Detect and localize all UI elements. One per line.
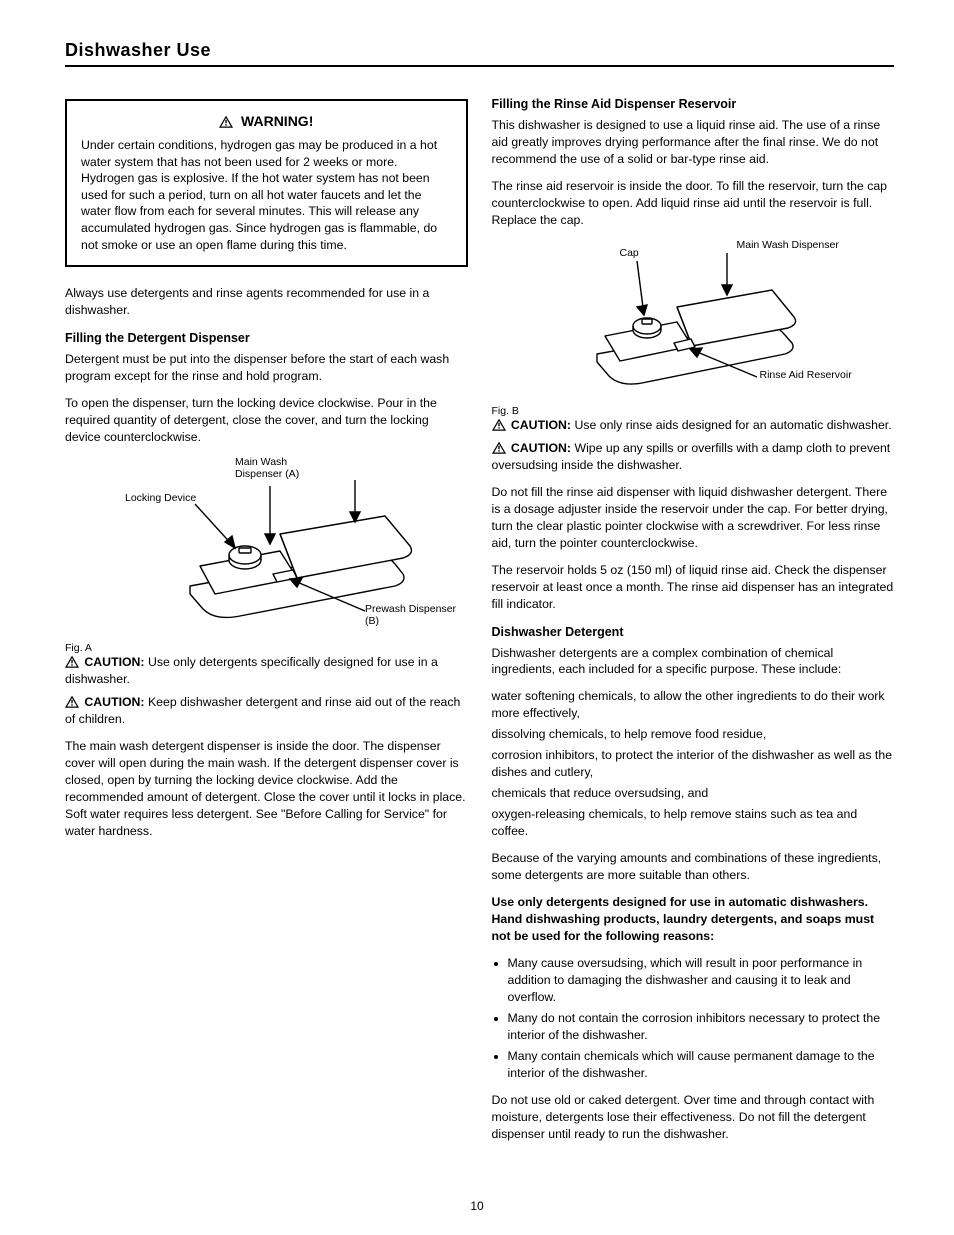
figure-b-labels: Cap Main Wash Dispenser Rinse Aid Reserv… <box>492 239 895 399</box>
label-rinse-reservoir: Rinse Aid Reservoir <box>760 369 880 381</box>
warning-icon <box>219 116 233 128</box>
s3-p3: Do not use old or caked detergent. Over … <box>492 1092 895 1143</box>
detergent-ingredients-list: water softening chemicals, to allow the … <box>492 688 895 840</box>
label-cap: Cap <box>620 247 639 259</box>
list-item: oxygen-releasing chemicals, to help remo… <box>492 806 895 840</box>
caution-icon <box>492 442 506 454</box>
list-item: corrosion inhibitors, to protect the int… <box>492 747 895 781</box>
list-item: chemicals that reduce oversudsing, and <box>492 785 895 802</box>
warning-body: Under certain conditions, hydrogen gas m… <box>81 137 452 253</box>
caution-detergent-only: CAUTION: Use only detergents specificall… <box>65 654 468 688</box>
figure-a-labels: Locking Device Main Wash Dispenser (A) P… <box>65 456 468 636</box>
section-heading-detergent-info: Dishwasher Detergent <box>492 625 895 639</box>
s1-p1: Detergent must be put into the dispenser… <box>65 351 468 385</box>
section-heading-detergent: Filling the Detergent Dispenser <box>65 331 468 345</box>
right-column: Filling the Rinse Aid Dispenser Reservoi… <box>492 81 895 1153</box>
list-item: Many contain chemicals which will cause … <box>508 1048 895 1082</box>
page-number: 10 <box>470 1199 483 1213</box>
list-item: dissolving chemicals, to help remove foo… <box>492 726 895 743</box>
label-prewash-dispenser: Prewash Dispenser (B) <box>365 603 465 627</box>
caution-rinse-aid-only: CAUTION: Use only rinse aids designed fo… <box>492 417 895 434</box>
figure-b: Cap Main Wash Dispenser Rinse Aid Reserv… <box>492 239 895 399</box>
label-locking-device: Locking Device <box>125 492 196 504</box>
section-heading-rinse-aid: Filling the Rinse Aid Dispenser Reservoi… <box>492 97 895 111</box>
caution-keep-away: CAUTION: Keep dishwasher detergent and r… <box>65 694 468 728</box>
s2-p2: The rinse aid reservoir is inside the do… <box>492 178 895 229</box>
label-main-dispenser-a: Main Wash Dispenser (A) <box>235 456 325 480</box>
list-item: Many cause oversudsing, which will resul… <box>508 955 895 1006</box>
caution-icon <box>65 656 79 668</box>
page-title: Dishwasher Use <box>65 40 894 61</box>
s3-p2: Because of the varying amounts and combi… <box>492 850 895 884</box>
warning-box: WARNING! Under certain conditions, hydro… <box>65 99 468 267</box>
intro-text: Always use detergents and rinse agents r… <box>65 285 468 319</box>
s2-p1: This dishwasher is designed to use a liq… <box>492 117 895 168</box>
page-header: Dishwasher Use <box>65 40 894 67</box>
s3-p1: Dishwasher detergents are a complex comb… <box>492 645 895 679</box>
s2-p4: The reservoir holds 5 oz (150 ml) of liq… <box>492 562 895 613</box>
figure-a-caption: Fig. A <box>65 642 468 654</box>
warning-title: WARNING! <box>81 113 452 129</box>
s1-p2: To open the dispenser, turn the locking … <box>65 395 468 446</box>
reasons-list: Many cause oversudsing, which will resul… <box>492 955 895 1082</box>
caution-icon <box>492 419 506 431</box>
figure-b-caption: Fig. B <box>492 405 895 417</box>
list-item: water softening chemicals, to allow the … <box>492 688 895 722</box>
two-column-layout: WARNING! Under certain conditions, hydro… <box>65 81 894 1153</box>
figure-a: Locking Device Main Wash Dispenser (A) P… <box>65 456 468 636</box>
list-item: Many do not contain the corrosion inhibi… <box>508 1010 895 1044</box>
label-main-dispenser-b: Main Wash Dispenser <box>737 239 857 251</box>
caution-icon <box>65 696 79 708</box>
s1-trailing: The main wash detergent dispenser is ins… <box>65 738 468 840</box>
s3-b1: Use only detergents designed for use in … <box>492 894 895 945</box>
caution-wipe-spills: CAUTION: Wipe up any spills or overfills… <box>492 440 895 474</box>
s2-p3: Do not fill the rinse aid dispenser with… <box>492 484 895 552</box>
left-column: WARNING! Under certain conditions, hydro… <box>65 81 468 1153</box>
